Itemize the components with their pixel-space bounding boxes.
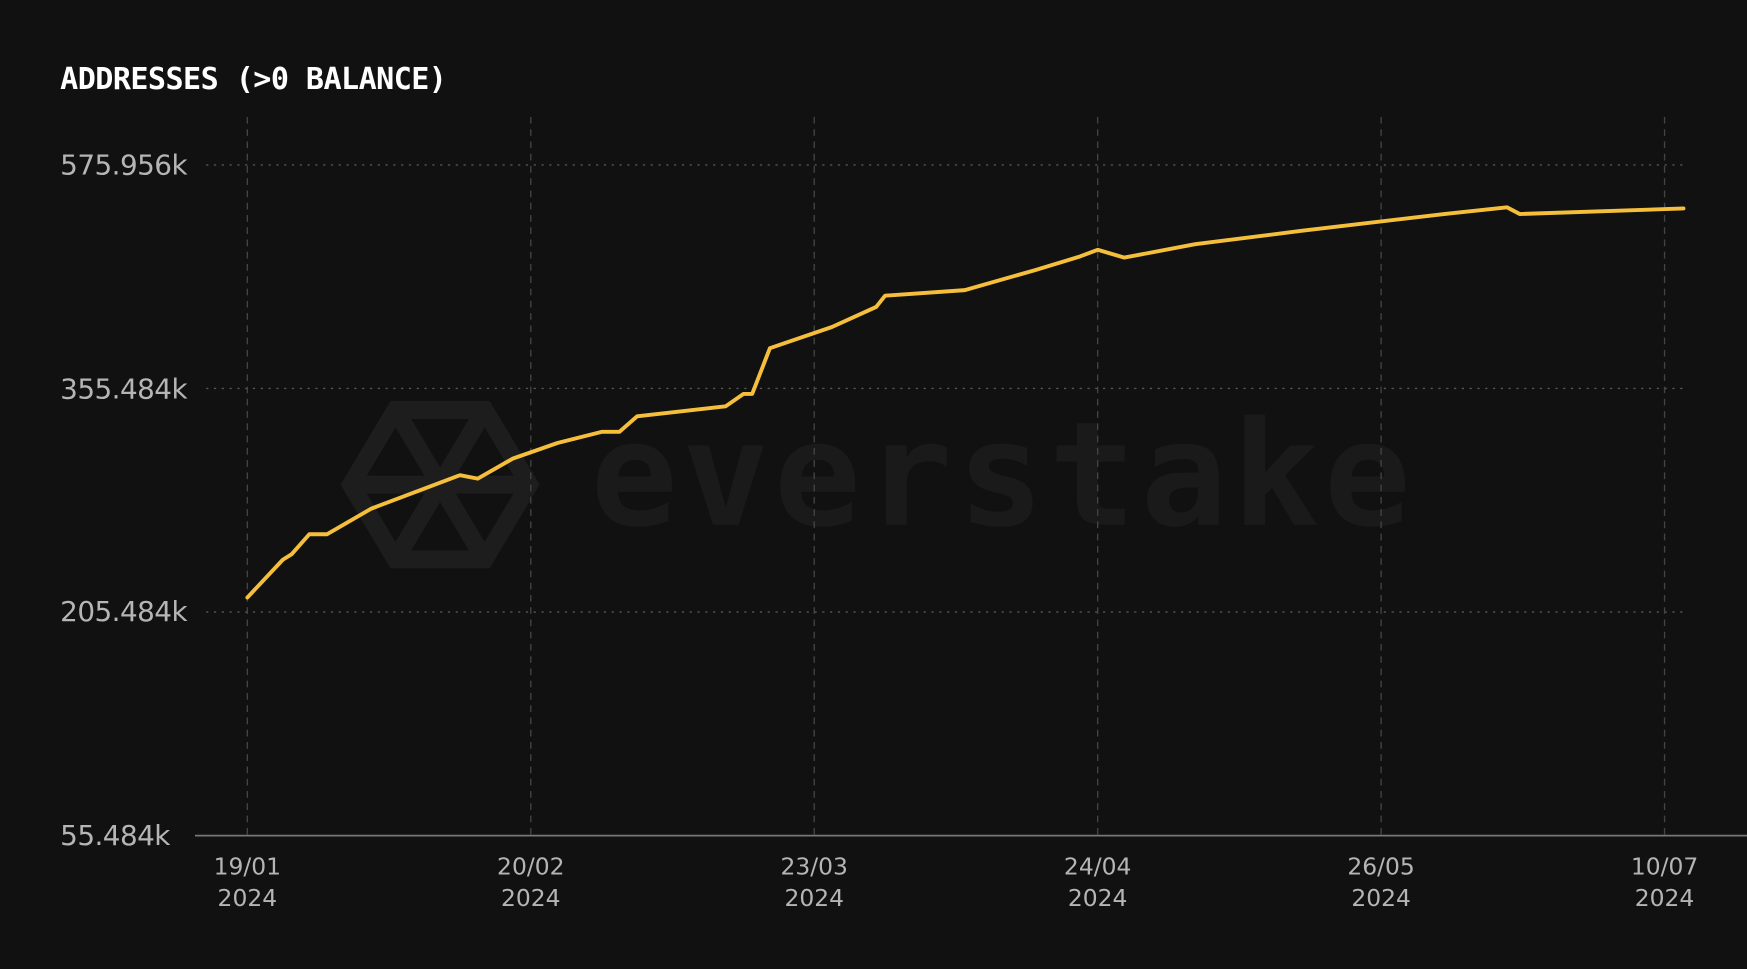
y-tick-label: 355.484k: [60, 372, 188, 405]
x-tick-label: 26/05 2024: [1347, 853, 1415, 912]
y-tick-label: 205.484k: [60, 595, 188, 629]
chart-title: ADDRESSES (>0 BALANCE): [60, 62, 447, 97]
watermark: everstake: [590, 389, 1416, 560]
x-tick-label: 23/03 2024: [780, 853, 848, 912]
x-tick-label: 10/07 2024: [1630, 853, 1699, 912]
y-tick-label: 575.956k: [60, 148, 188, 182]
x-tick-label: 20/02 2024: [497, 853, 565, 912]
y-tick-label: 55.484k: [60, 819, 170, 852]
data-line: [245, 205, 1686, 600]
x-tick-label: 24/04 2024: [1063, 853, 1132, 912]
x-tick-label: 19/01 2024: [213, 853, 282, 912]
